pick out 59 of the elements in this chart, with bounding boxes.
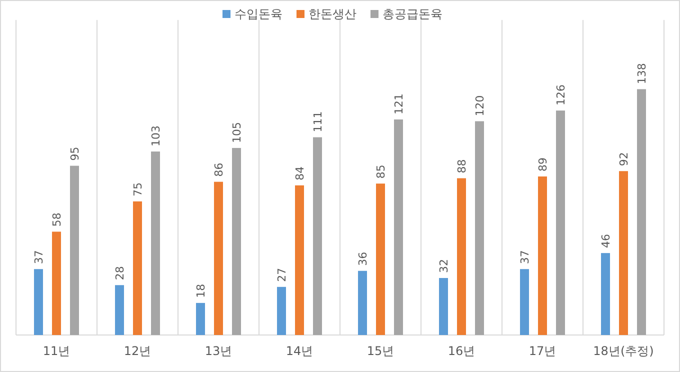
data-label: 84 [294, 166, 306, 180]
data-label: 92 [618, 152, 630, 166]
data-label: 95 [68, 146, 82, 161]
bar [475, 121, 484, 335]
data-label: 126 [554, 84, 568, 106]
x-tick-label: 17년 [528, 344, 556, 358]
data-label: 121 [392, 93, 406, 114]
bar [115, 285, 124, 335]
x-tick-label: 15년 [366, 344, 394, 358]
data-label: 120 [474, 95, 486, 116]
legend-label: 수입돈육 [234, 7, 282, 21]
data-label: 105 [230, 122, 244, 143]
x-tick-label: 11년 [42, 344, 70, 358]
bar [232, 148, 241, 335]
bar [637, 89, 646, 335]
bar [214, 182, 223, 335]
bar [619, 171, 628, 335]
data-label: 46 [600, 234, 612, 248]
data-label: 28 [114, 266, 126, 280]
data-label: 27 [276, 268, 288, 282]
data-label: 18 [194, 284, 208, 298]
bar [520, 269, 529, 335]
bar [70, 166, 79, 335]
bar [358, 270, 367, 335]
data-label: 88 [456, 159, 468, 174]
bar [601, 253, 610, 335]
data-label: 37 [32, 250, 46, 264]
x-tick-label: 13년 [204, 344, 232, 358]
data-label: 89 [536, 157, 550, 172]
data-label: 103 [150, 126, 162, 147]
bar [394, 119, 403, 335]
data-label: 86 [212, 162, 226, 177]
bar [376, 184, 385, 335]
bar [439, 278, 448, 335]
data-label: 37 [518, 250, 532, 264]
bar [556, 110, 565, 335]
bar [196, 302, 205, 335]
x-tick-label: 16년 [448, 344, 476, 358]
data-label: 85 [374, 164, 388, 179]
data-label: 32 [438, 258, 450, 273]
data-label: 75 [132, 182, 144, 196]
bar [151, 152, 160, 335]
legend-label: 한돈생산 [308, 7, 356, 21]
bar [313, 137, 322, 335]
legend-label: 총공급돈육 [382, 7, 442, 21]
x-tick-label: 14년 [286, 344, 314, 358]
data-label: 58 [50, 212, 64, 227]
data-label: 111 [312, 111, 324, 132]
bar [52, 232, 61, 335]
bar [133, 201, 142, 335]
bar [457, 178, 466, 335]
bar [277, 286, 286, 335]
x-tick-label: 12년 [124, 344, 152, 358]
bar [295, 185, 304, 335]
bar [538, 176, 547, 335]
x-tick-label: 18년(추정) [593, 344, 654, 358]
data-label: 36 [356, 252, 370, 266]
data-label: 138 [636, 63, 648, 84]
bar [34, 269, 43, 335]
